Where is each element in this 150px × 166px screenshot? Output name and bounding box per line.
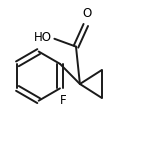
Text: F: F	[60, 94, 66, 107]
Text: HO: HO	[33, 31, 51, 44]
Text: O: O	[82, 7, 91, 20]
